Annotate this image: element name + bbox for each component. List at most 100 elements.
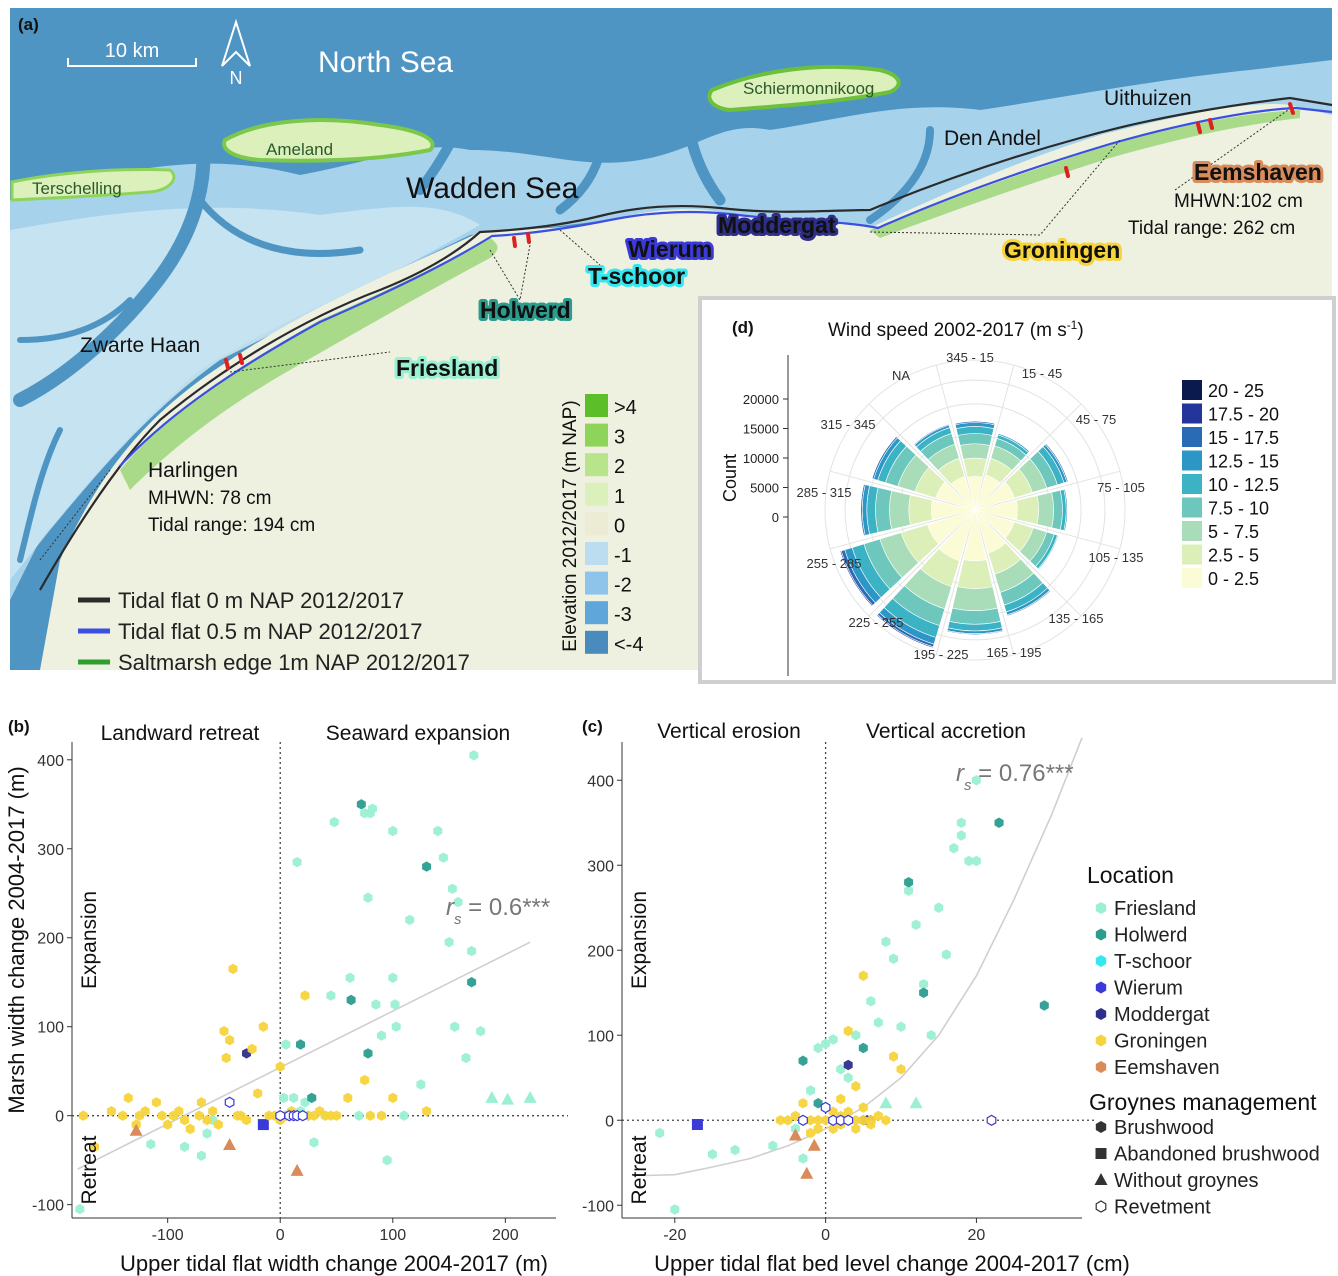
groynes-legend-label: Without groynes	[1114, 1170, 1259, 1192]
point-groningen	[873, 1110, 883, 1122]
point-friesland	[289, 1092, 299, 1104]
speed-legend-swatch	[1182, 568, 1202, 588]
point-groningen	[343, 1092, 353, 1104]
point-groningen	[219, 1026, 229, 1037]
count-tick-label: 0	[772, 510, 779, 525]
rose-bar-segment	[954, 420, 996, 424]
panel-d-title: Wind speed 2002-2017 (m s-1)	[828, 318, 1084, 341]
point-moddergat	[843, 1059, 853, 1071]
speed-legend-swatch	[1182, 474, 1202, 494]
speed-legend-label: 15 - 17.5	[1208, 428, 1279, 448]
point-groningen	[896, 1064, 906, 1075]
rose-bar-segment	[913, 423, 950, 445]
groynes-legend-label: Abandoned brushwood	[1114, 1144, 1320, 1166]
rose-bar-segment	[875, 487, 893, 533]
point-friesland	[292, 856, 302, 868]
point-friesland	[444, 937, 454, 948]
speed-legend-swatch	[1182, 521, 1202, 541]
point-friesland	[363, 892, 373, 903]
rose-bar-segment	[1015, 495, 1039, 525]
point-groningen	[388, 1092, 398, 1104]
point-groningen	[858, 970, 868, 981]
point-friesland	[806, 1085, 815, 1096]
elevation-swatch	[585, 394, 608, 417]
point-groningen	[202, 1114, 212, 1126]
scale-bar	[67, 58, 197, 67]
elevation-legend-title: Elevation 2012/2017 (m NAP)	[560, 400, 581, 651]
groynes-legend-label: Revetment	[1114, 1197, 1211, 1219]
point-wierum	[691, 1119, 703, 1130]
panel-b-right-header: Seaward expansion	[326, 722, 510, 745]
point-revetment	[820, 1101, 831, 1114]
elevation-label: -1	[614, 545, 632, 567]
point-holwerd	[467, 977, 477, 988]
rose-bar-segment	[839, 550, 873, 607]
point-holwerd	[994, 817, 1004, 828]
point-holwerd	[813, 1098, 823, 1109]
panel-b-scatter: (b) Landward retreat Seaward expansion -…	[4, 717, 568, 1276]
point-groningen	[213, 1119, 223, 1130]
zwarte-haan-label: Zwarte Haan	[80, 334, 200, 357]
rose-grid-spoke	[974, 364, 1015, 511]
north-label: N	[230, 68, 243, 88]
point-friesland	[146, 1139, 156, 1150]
point-groningen	[332, 1110, 341, 1121]
x-tick-label: 20	[968, 1227, 986, 1244]
map-island-ameland	[222, 118, 435, 163]
point-groningen	[858, 1115, 868, 1126]
direction-label: 165 - 195	[987, 645, 1042, 660]
panel-b-label: (b)	[8, 717, 30, 736]
elevation-swatch	[585, 423, 608, 447]
direction-label: 195 - 225	[914, 647, 969, 662]
point-friesland	[813, 1042, 823, 1054]
x-axis-title: Upper tidal flat width change 2004-2017 …	[120, 1251, 548, 1276]
elevation-swatch	[585, 542, 608, 565]
point-holwerd	[307, 1092, 317, 1104]
location-legend-swatch	[1095, 1008, 1107, 1020]
rose-bar-segment	[948, 607, 1002, 625]
point-groningen	[851, 1081, 861, 1092]
speed-legend-swatch	[1182, 450, 1202, 471]
rose-bar-segment	[1064, 488, 1069, 532]
rose-bar-segment	[1036, 491, 1054, 529]
elevation-label: -3	[614, 604, 632, 626]
point-groningen	[851, 1115, 861, 1126]
den-andel-label: Den Andel	[944, 127, 1041, 150]
direction-label: 285 - 315	[797, 485, 852, 500]
point-groningen	[828, 1106, 838, 1117]
count-tick-label: 5000	[750, 481, 779, 496]
point-holwerd	[346, 994, 356, 1006]
point-friesland	[75, 1203, 85, 1215]
point-groningen	[174, 1106, 184, 1117]
elevation-label: 2	[614, 456, 625, 478]
point-groningen	[247, 1043, 257, 1055]
point-friesland	[768, 1140, 778, 1151]
rose-bar-segment	[908, 494, 933, 526]
point-friesland	[416, 1079, 426, 1090]
harlingen-label: Harlingen	[148, 459, 238, 482]
location-legend-label: Groningen	[1114, 1031, 1207, 1053]
x-tick-label: -100	[152, 1227, 184, 1244]
panel-c-right-header: Vertical accretion	[866, 720, 1026, 743]
region-label-wierum: Wierum	[628, 236, 712, 262]
map-line-05m	[119, 106, 1333, 467]
point-friesland	[399, 1110, 409, 1121]
point-friesland	[279, 1092, 289, 1104]
point-friesland	[309, 1137, 319, 1148]
x-tick-label: 0	[821, 1227, 830, 1244]
x-tick-label: 0	[276, 1227, 285, 1244]
point-holwerd	[363, 1048, 373, 1059]
elevation-label: >4	[614, 397, 637, 419]
y-tick-label: 400	[37, 753, 64, 770]
wadden-sea-label: Wadden Sea	[406, 172, 579, 205]
direction-label: 315 - 345	[821, 417, 876, 432]
map-saltmarsh-east	[870, 110, 1300, 238]
rose-bar-segment	[998, 432, 1031, 452]
expansion-label: Expansion	[78, 891, 101, 989]
region-label-t-schoor: T-schoor	[588, 263, 685, 289]
speed-legend-label: 2.5 - 5	[1208, 546, 1259, 566]
x-axis-title: Upper tidal flat bed level change 2004-2…	[654, 1251, 1130, 1276]
rose-bar-segment	[946, 630, 1004, 635]
point-friesland	[390, 999, 400, 1010]
